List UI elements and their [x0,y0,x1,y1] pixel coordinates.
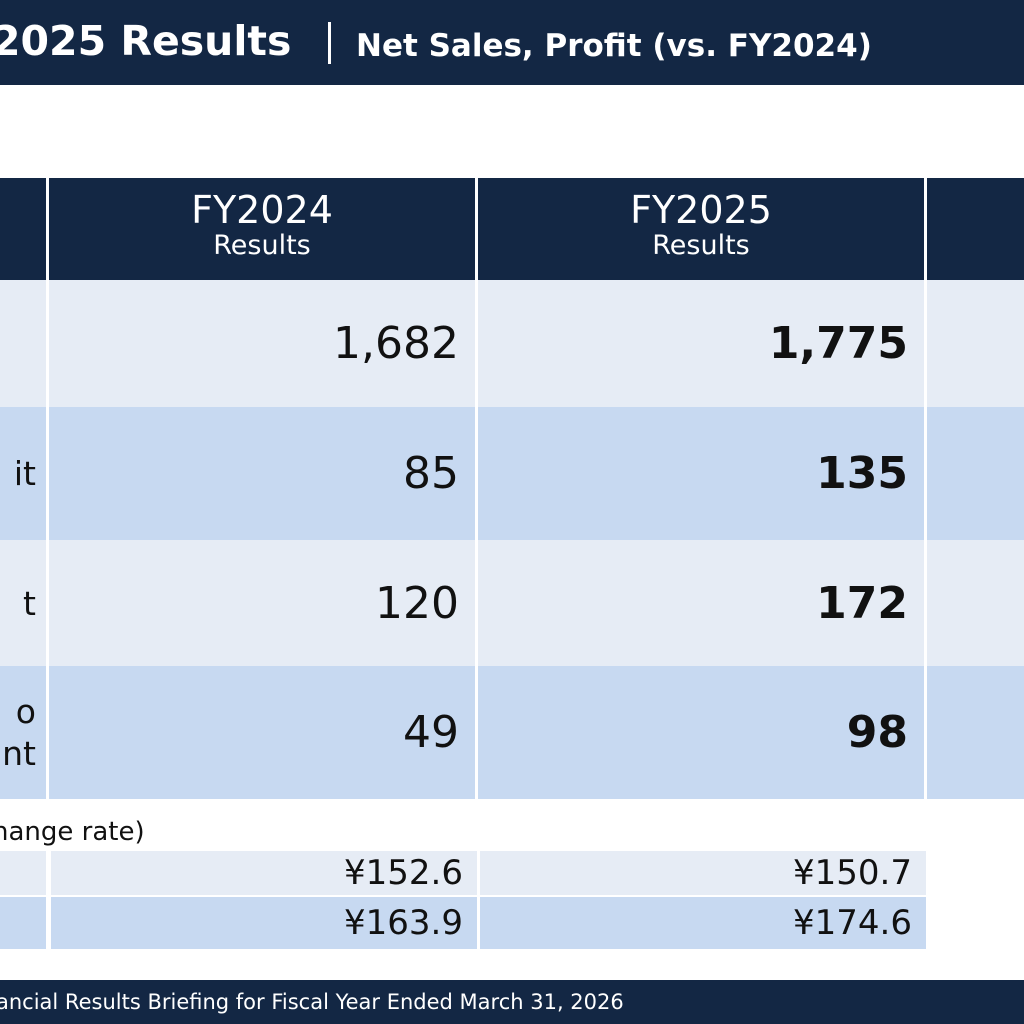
header-fy2025: FY2025 Results [478,178,924,280]
ordinary-profit-fy2024: 120 [49,540,475,666]
fx-eur-label [0,897,46,949]
header-next-column [927,178,1024,280]
net-sales-fy2025: 1,775 [478,280,924,407]
ordinary-profit-fy2025: 172 [478,540,924,666]
header-label-cell [0,178,46,280]
footer-text: ancial Results Briefing for Fiscal Year … [0,990,624,1014]
net-profit-next [927,666,1024,799]
row-label-net-profit: o nt [0,666,46,799]
exchange-rate-note: hange rate) [0,817,145,847]
fx-usd-fy2024: ¥152.6 [51,851,477,895]
net-profit-fy2025: 98 [478,666,924,799]
fx-eur-fy2024: ¥163.9 [51,897,477,949]
header-fy2024: FY2024 Results [49,178,475,280]
fx-eur-fy2025: ¥174.6 [480,897,926,949]
row-label-operating-profit: it [0,407,46,540]
header-fy2025-sub: Results [652,230,750,261]
fx-usd-fy2025: ¥150.7 [480,851,926,895]
net-profit-fy2024: 49 [49,666,475,799]
title-separator [328,22,331,64]
footer-bar: ancial Results Briefing for Fiscal Year … [0,980,1024,1024]
ordinary-profit-next [927,540,1024,666]
row-label-net-sales [0,280,46,407]
title-bar: 2025 Results Net Sales, Profit (vs. FY20… [0,0,1024,85]
fx-usd-label [0,851,46,895]
header-fy2024-sub: Results [213,230,311,261]
operating-profit-next [927,407,1024,540]
net-sales-next [927,280,1024,407]
row-label-net-profit-line1: o [15,691,36,731]
operating-profit-fy2024: 85 [49,407,475,540]
header-fy2025-year: FY2025 [630,188,772,232]
net-sales-fy2024: 1,682 [49,280,475,407]
header-fy2024-year: FY2024 [191,188,333,232]
page-title: 2025 Results [0,17,292,65]
row-label-ordinary-profit: t [0,540,46,666]
row-label-net-profit-line2: nt [2,733,36,773]
page-subtitle: Net Sales, Profit (vs. FY2024) [356,28,872,64]
operating-profit-fy2025: 135 [478,407,924,540]
